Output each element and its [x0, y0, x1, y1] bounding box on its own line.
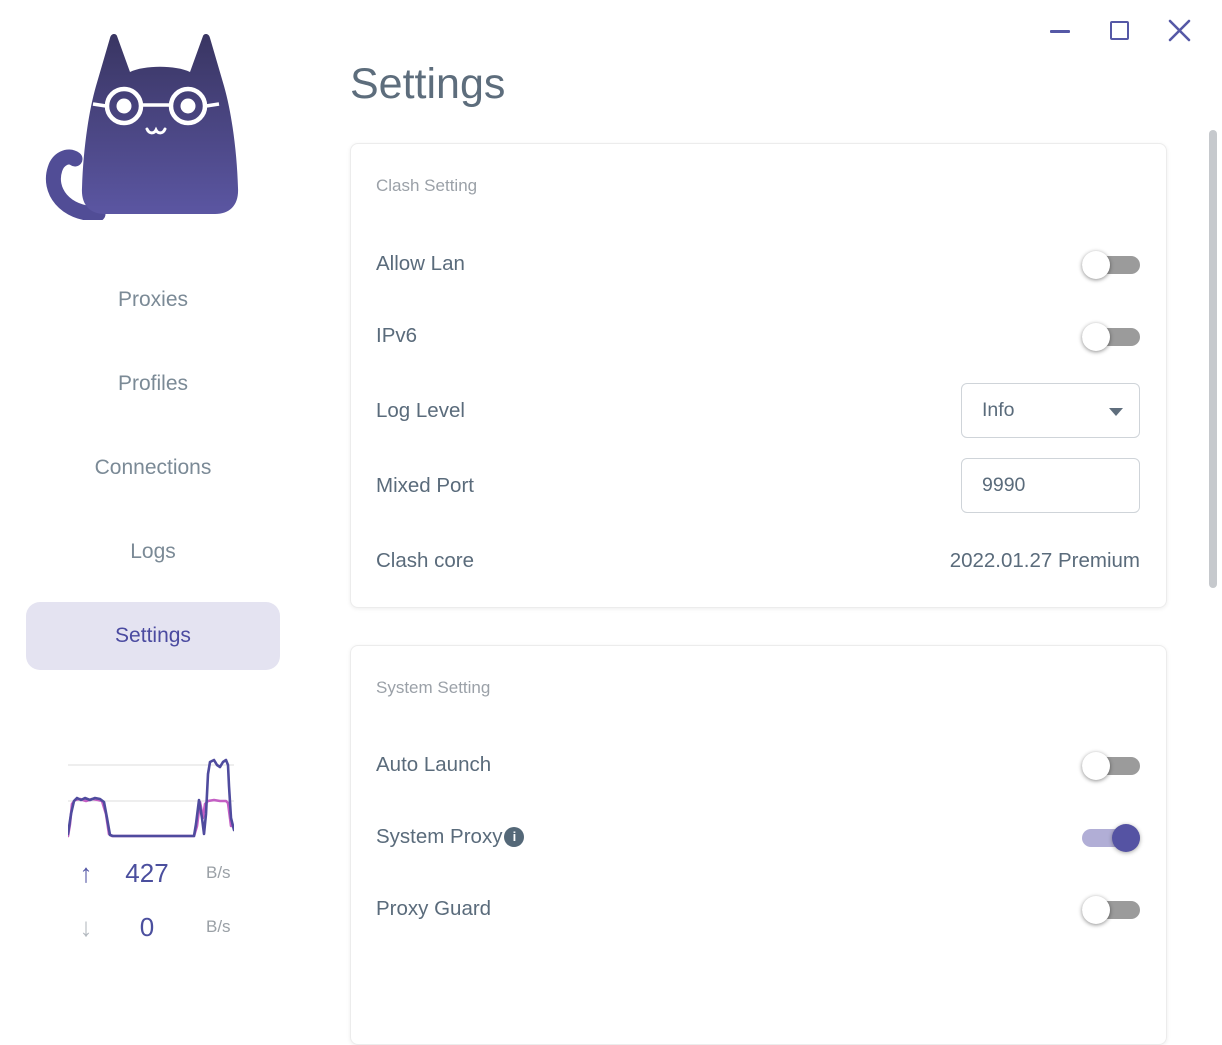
maximize-icon	[1110, 21, 1129, 40]
clash-cat-logo	[46, 33, 239, 220]
allow-lan-label: Allow Lan	[376, 252, 465, 275]
sidebar-item-proxies[interactable]: Proxies	[117, 288, 189, 311]
mixed-port-field	[961, 458, 1140, 513]
sidebar-item-logs[interactable]: Logs	[130, 540, 176, 563]
ipv6-toggle[interactable]	[1082, 323, 1140, 351]
sidebar-item-settings[interactable]: Settings	[26, 602, 280, 670]
system-setting-card: System Setting Auto Launch System Proxy i…	[350, 645, 1167, 1045]
toggle-thumb	[1082, 323, 1110, 351]
system-setting-header: System Setting	[376, 678, 491, 697]
scrollbar-thumb[interactable]	[1209, 130, 1217, 588]
upload-arrow-icon: ↑	[79, 858, 93, 888]
log-level-select[interactable]: Info	[961, 383, 1140, 438]
mixed-port-label: Mixed Port	[376, 474, 474, 497]
info-icon[interactable]: i	[504, 827, 525, 847]
clash-setting-card: Clash Setting Allow Lan IPv6 Log Level I…	[350, 143, 1167, 608]
clash-core-label: Clash core	[376, 549, 474, 572]
traffic-graph	[68, 758, 234, 838]
close-icon	[1168, 19, 1191, 42]
clash-setting-header: Clash Setting	[376, 176, 478, 195]
download-unit: B/s	[206, 917, 231, 936]
system-proxy-label: System Proxy i	[376, 825, 525, 849]
log-level-label: Log Level	[376, 399, 465, 422]
clash-core-value: 2022.01.27 Premium	[949, 549, 1140, 572]
mixed-port-input[interactable]	[962, 459, 1139, 512]
upload-value: 427	[125, 858, 169, 888]
download-value: 0	[139, 912, 155, 942]
toggle-thumb	[1082, 752, 1110, 780]
toggle-thumb	[1082, 251, 1110, 279]
minimize-button[interactable]	[1048, 18, 1072, 42]
toggle-thumb	[1082, 896, 1110, 924]
ipv6-label: IPv6	[376, 324, 418, 347]
sidebar-item-connections[interactable]: Connections	[94, 456, 212, 479]
sidebar: Proxies Profiles Connections Logs Settin…	[0, 0, 300, 956]
download-stat: ↓ 0 B/s	[0, 912, 300, 942]
toggle-thumb	[1112, 824, 1140, 852]
close-button[interactable]	[1168, 18, 1192, 42]
page-title: Settings	[350, 60, 506, 108]
system-proxy-label-text: System Proxy	[376, 825, 503, 848]
minimize-icon	[1050, 30, 1070, 33]
chevron-down-icon	[1109, 408, 1123, 416]
proxy-guard-label: Proxy Guard	[376, 897, 492, 920]
allow-lan-toggle[interactable]	[1082, 251, 1140, 279]
proxy-guard-toggle[interactable]	[1082, 896, 1140, 924]
system-proxy-toggle[interactable]	[1082, 824, 1140, 852]
upload-unit: B/s	[206, 863, 231, 882]
auto-launch-toggle[interactable]	[1082, 752, 1140, 780]
log-level-value: Info	[982, 399, 1015, 421]
sidebar-item-profiles[interactable]: Profiles	[117, 372, 189, 395]
maximize-button[interactable]	[1108, 18, 1132, 42]
upload-stat: ↑ 427 B/s	[0, 858, 300, 888]
auto-launch-label: Auto Launch	[376, 753, 492, 776]
download-arrow-icon: ↓	[79, 912, 93, 942]
